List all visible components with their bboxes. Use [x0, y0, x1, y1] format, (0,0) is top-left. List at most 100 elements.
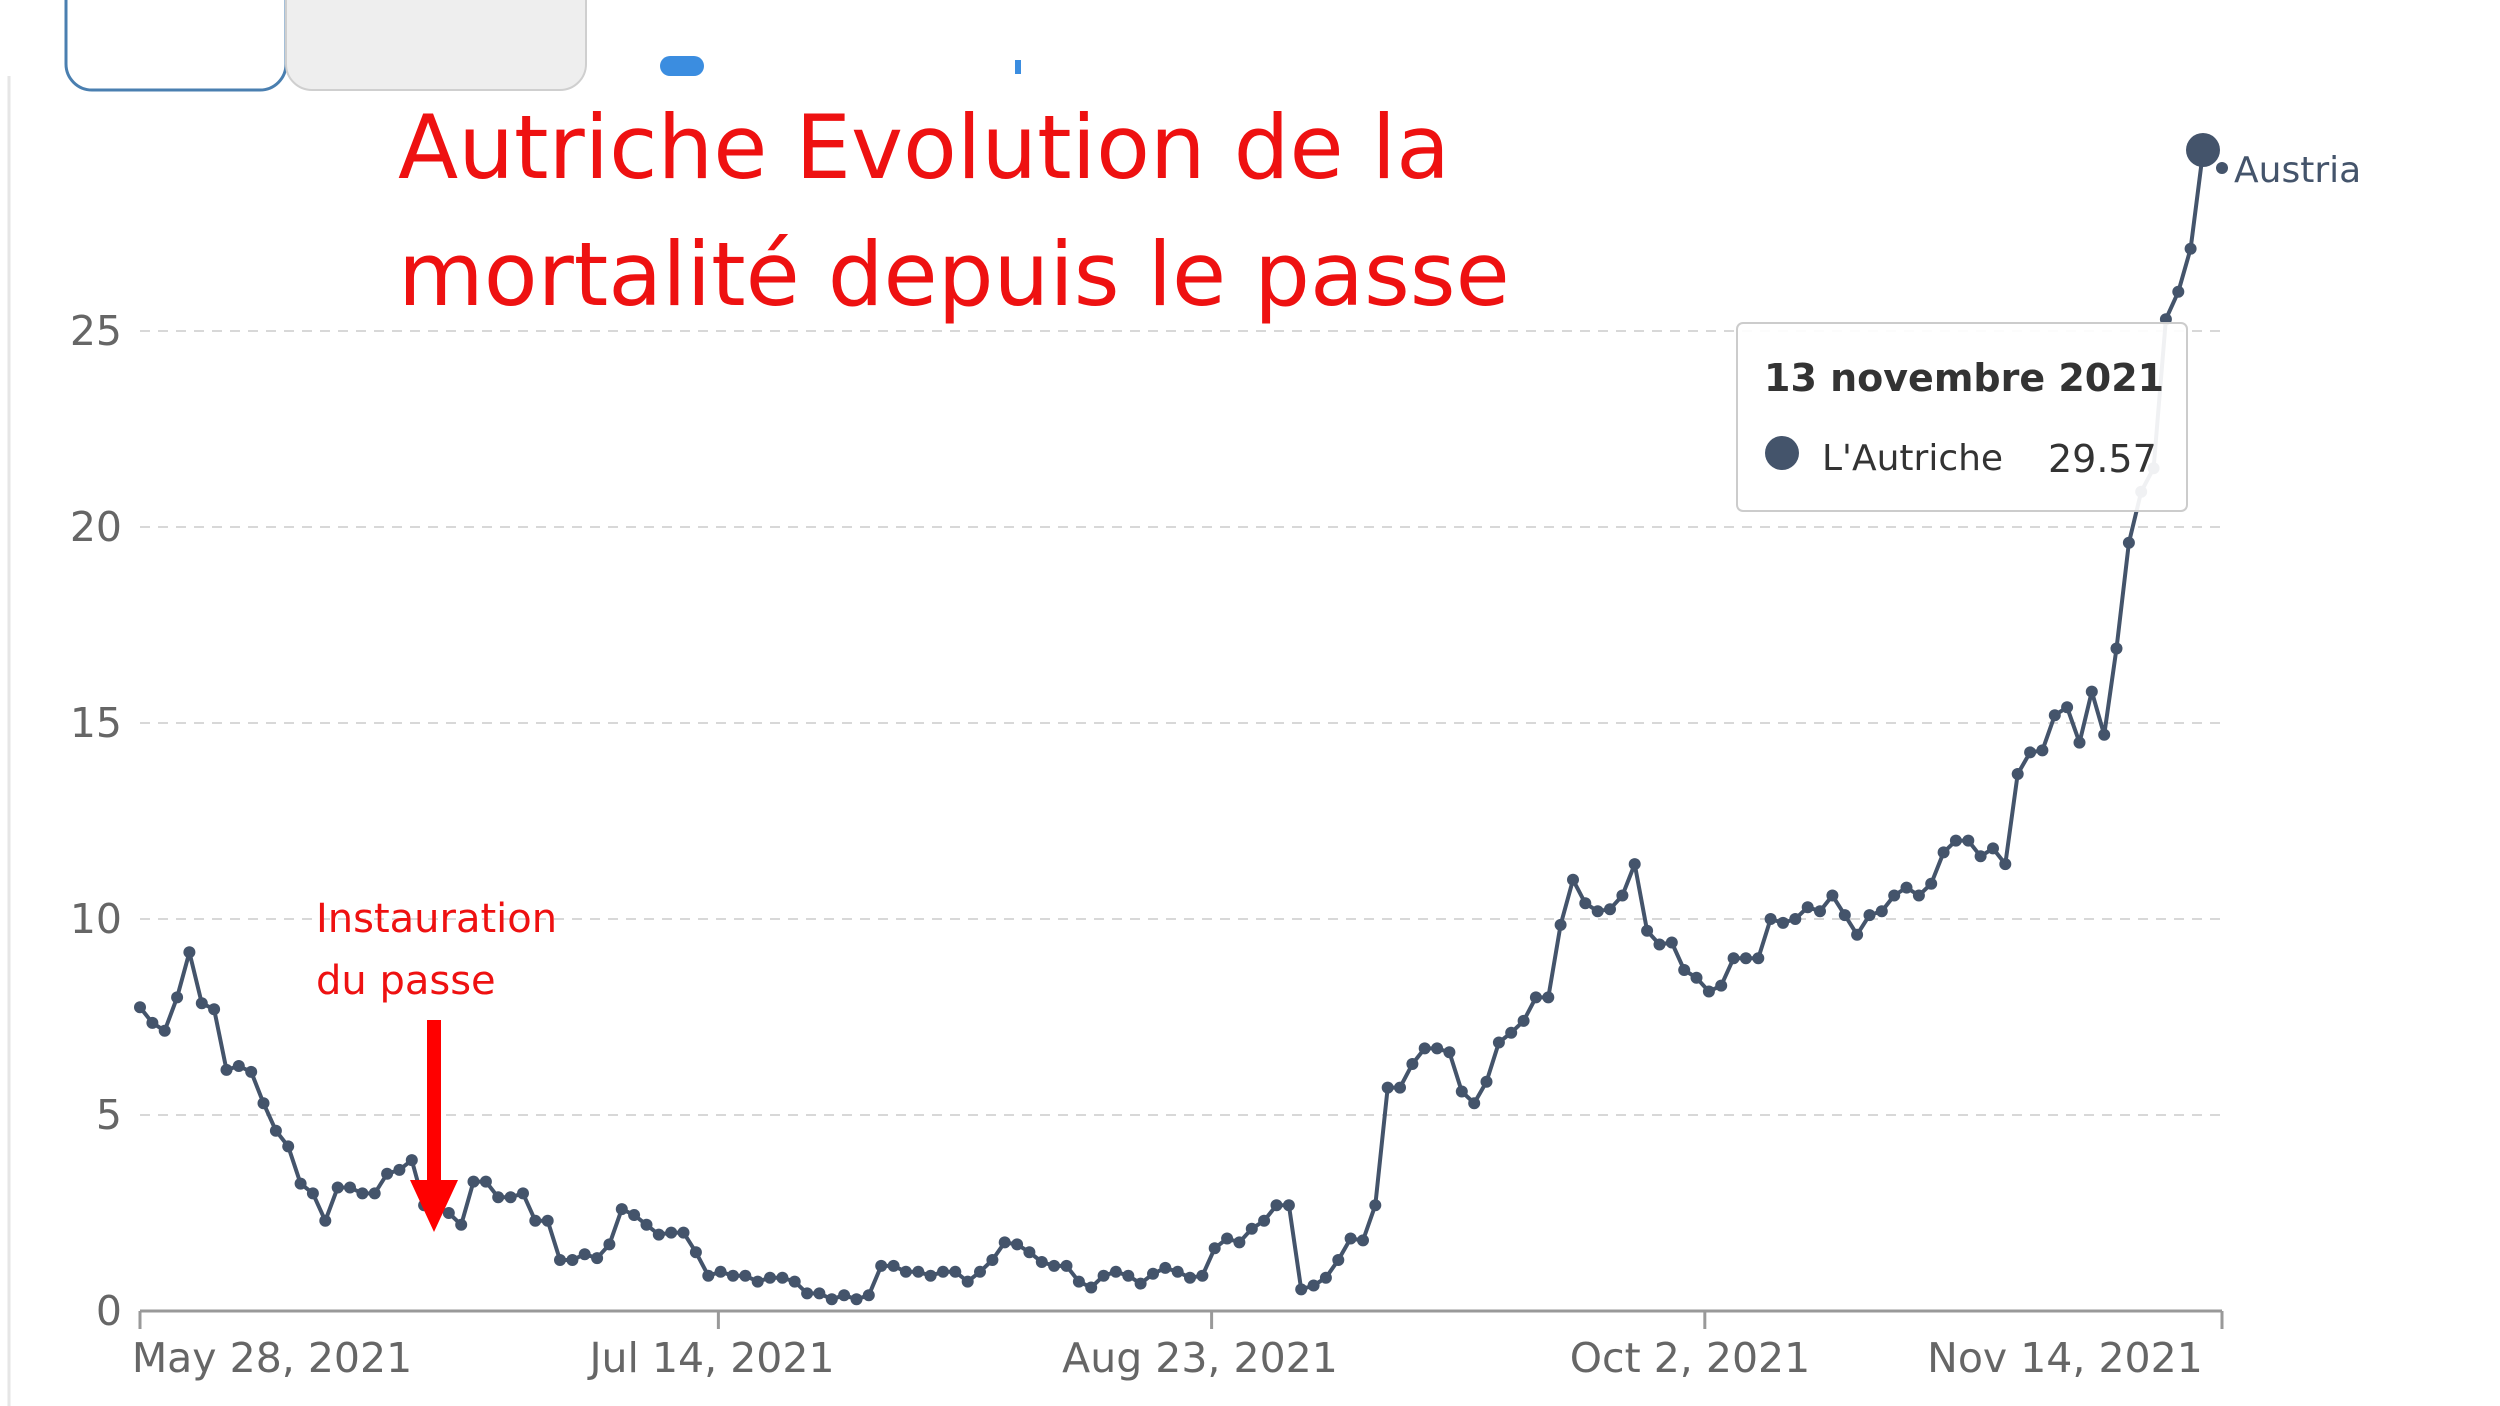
series-point	[1851, 928, 1864, 941]
series-point	[850, 1293, 863, 1306]
series-point	[974, 1265, 986, 1278]
series-point	[1974, 850, 1987, 863]
series-point	[1282, 1199, 1295, 1212]
series-end-marker	[2186, 133, 2220, 167]
series-point	[356, 1187, 369, 1200]
x-tick-label: Nov 14, 2021	[1927, 1334, 2203, 1382]
series-point	[1011, 1238, 1024, 1251]
series-point	[1418, 1042, 1431, 1055]
series-point	[455, 1218, 468, 1231]
series-point	[1826, 889, 1839, 902]
series-point	[158, 1024, 171, 1037]
series-point	[1789, 913, 1802, 925]
series-point	[665, 1226, 678, 1239]
series-point	[1134, 1277, 1147, 1290]
annotation: Instauration du passe	[316, 896, 557, 1232]
series-point	[1171, 1265, 1184, 1278]
series-point	[1208, 1242, 1221, 1255]
series-point	[405, 1154, 418, 1167]
series-point	[2061, 701, 2074, 714]
series-point	[727, 1269, 739, 1282]
series-point	[1307, 1279, 1320, 1292]
series-point	[331, 1181, 344, 1194]
series-point	[1702, 985, 1715, 998]
series-point	[1591, 905, 1604, 918]
y-tick-label: 25	[70, 307, 122, 355]
tooltip-series-marker	[1765, 436, 1799, 470]
series-point	[1875, 905, 1888, 918]
series-point	[1912, 889, 1925, 902]
series-point	[1431, 1042, 1444, 1055]
series-point	[1319, 1271, 1332, 1284]
series-point	[1221, 1232, 1234, 1245]
series-point	[751, 1275, 764, 1288]
series-point	[467, 1175, 480, 1188]
series-point	[1443, 1046, 1456, 1059]
chart-title-line-2: mortalité depuis le passe	[398, 223, 1510, 326]
series-point	[257, 1097, 270, 1110]
series-point	[1109, 1265, 1122, 1278]
series-point	[1567, 873, 1579, 886]
series-point	[998, 1236, 1011, 1249]
series-point	[788, 1275, 801, 1288]
series-point	[949, 1265, 962, 1278]
series-point	[368, 1187, 381, 1200]
series-point	[1579, 897, 1592, 910]
annotation-line-2: du passe	[316, 958, 496, 1004]
series-point	[937, 1265, 949, 1278]
series-point	[578, 1248, 591, 1261]
series-point	[912, 1265, 925, 1278]
series-point	[1196, 1269, 1209, 1282]
series-point	[875, 1259, 888, 1272]
chart-title: Autriche Evolution de la mortalité depui…	[398, 96, 1510, 326]
y-tick-label: 0	[96, 1287, 122, 1335]
series-point	[2122, 536, 2135, 549]
series-point	[393, 1163, 406, 1176]
top-controls-fragment	[64, 0, 1021, 92]
series-point	[1381, 1081, 1394, 1094]
series-point	[1739, 952, 1752, 965]
y-tick-label: 20	[70, 503, 122, 551]
series-point	[1233, 1236, 1246, 1249]
series-point	[183, 946, 196, 959]
series-point	[1369, 1199, 1382, 1212]
series-point	[924, 1269, 937, 1282]
series-point	[1394, 1081, 1406, 1094]
series-point	[1542, 991, 1555, 1004]
series-point	[1900, 881, 1913, 894]
series-point	[1665, 936, 1678, 949]
series-point	[1863, 909, 1876, 922]
series-point	[899, 1265, 912, 1278]
series-point	[652, 1228, 665, 1241]
series-point	[1245, 1222, 1258, 1235]
series-point	[1949, 834, 1962, 847]
series-point	[1258, 1214, 1271, 1227]
tooltip-date: 13 novembre 2021	[1764, 356, 2164, 400]
series-point	[1060, 1259, 1073, 1272]
series-point	[245, 1065, 258, 1078]
series-point	[1554, 918, 1567, 931]
series-point	[344, 1181, 356, 1194]
series-point	[1344, 1232, 1357, 1245]
series-end-label: Austria	[2186, 133, 2361, 191]
series-point	[628, 1209, 641, 1221]
series-point	[986, 1254, 999, 1266]
series-point	[1295, 1283, 1308, 1296]
series-point	[208, 1003, 221, 1016]
series-point	[1492, 1036, 1505, 1049]
series-point	[541, 1214, 554, 1227]
series-point	[615, 1203, 628, 1216]
x-tick-labels: May 28, 2021 Jul 14, 2021 Aug 23, 2021 Oct …	[132, 1334, 2203, 1382]
series-point	[1987, 842, 1999, 855]
series-point	[1048, 1259, 1061, 1272]
series-point	[220, 1063, 233, 1076]
tooltip-series-name: L'Autriche	[1822, 438, 2003, 479]
series-point	[1468, 1097, 1481, 1110]
series-point	[134, 1001, 146, 1014]
series-point	[1332, 1254, 1345, 1266]
series-point	[1715, 979, 1728, 992]
series-point	[838, 1289, 851, 1302]
series-point	[1159, 1261, 1172, 1274]
series-point	[1184, 1271, 1196, 1284]
